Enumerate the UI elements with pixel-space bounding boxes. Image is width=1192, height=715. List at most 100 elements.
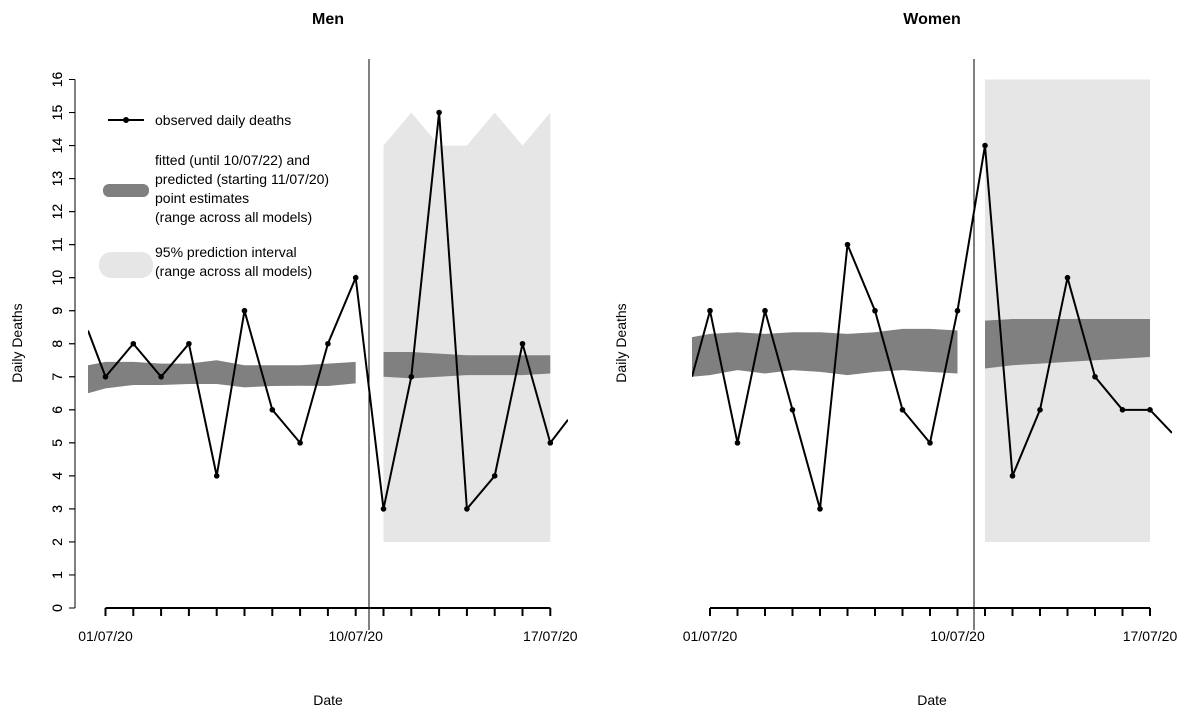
y-axis-label: Daily Deaths	[9, 303, 25, 382]
fitted-band	[692, 328, 958, 377]
prediction-interval-band	[383, 112, 551, 542]
data-point	[707, 307, 713, 314]
legend-interval-swatch	[99, 252, 153, 278]
data-point	[380, 506, 387, 512]
data-point	[102, 373, 109, 380]
y-tick-label: 1	[49, 571, 65, 579]
data-point	[519, 340, 526, 347]
chart-title: Women	[903, 11, 960, 28]
legend-fitted-label: (range across all models)	[155, 209, 312, 225]
y-axis-label: Daily Deaths	[613, 303, 629, 382]
data-point	[789, 407, 796, 413]
y-tick-label: 4	[49, 472, 65, 480]
y-tick-label: 2	[49, 538, 65, 546]
y-tick-label: 0	[49, 604, 65, 612]
data-point	[1119, 407, 1126, 413]
legend: observed daily deaths fitted (until 10/07…	[99, 112, 329, 279]
data-point	[130, 340, 137, 347]
y-tick-label: 14	[49, 138, 65, 154]
y-tick-label: 13	[49, 171, 65, 187]
data-point	[762, 307, 768, 314]
legend-fitted-label: fitted (until 10/07/22) and	[155, 152, 310, 168]
x-tick-label: 17/07/20	[523, 628, 578, 644]
plot-area	[692, 79, 1172, 542]
data-point	[844, 241, 851, 248]
data-point	[491, 473, 498, 479]
y-tick-label: 12	[49, 204, 65, 220]
y-tick-label: 13	[49, 171, 65, 187]
x-tick-label: 10/07/20	[930, 628, 985, 644]
x-tick-label: 01/07/20	[78, 628, 133, 644]
legend-interval-label: (range across all models)	[155, 263, 312, 279]
y-tick-label: 0	[49, 604, 65, 612]
data-point	[241, 307, 248, 314]
y-tick-label: 9	[49, 307, 65, 315]
data-point	[464, 506, 470, 512]
y-tick-label: 9	[49, 307, 65, 315]
y-tick-label: 10	[49, 270, 65, 286]
predicted-band	[985, 318, 1150, 369]
y-tick-label: 8	[49, 340, 65, 348]
data-point	[213, 473, 220, 479]
data-point	[817, 506, 823, 512]
data-point	[872, 307, 878, 314]
data-point	[927, 440, 933, 446]
y-tick-label: 3	[49, 505, 65, 513]
y-tick-label: 1	[49, 571, 65, 579]
predicted-band	[383, 352, 551, 379]
data-point	[899, 407, 906, 413]
legend-fitted-swatch	[103, 184, 149, 197]
y-tick-label: 2	[49, 538, 65, 546]
x-axis-label: Date	[917, 692, 947, 708]
legend-fitted-label: point estimates	[155, 190, 249, 206]
data-point	[1064, 274, 1071, 281]
data-point	[408, 373, 415, 380]
y-tick-label: 3	[49, 505, 65, 513]
y-tick-label: 8	[49, 340, 65, 348]
legend-observed-label: observed daily deaths	[155, 112, 291, 128]
y-tick-label: 10	[49, 270, 65, 286]
x-tick-label: 17/07/20	[1123, 628, 1178, 644]
y-tick-label: 12	[49, 204, 65, 220]
y-tick-label: 15	[49, 105, 65, 121]
legend-interval-label: 95% prediction interval	[155, 244, 297, 260]
x-axis-label: Date	[313, 692, 343, 708]
data-point	[734, 440, 741, 446]
data-point	[325, 340, 331, 347]
x-tick-label: 01/07/20	[683, 628, 738, 644]
data-point	[186, 340, 192, 347]
y-tick-label: 14	[49, 138, 65, 154]
y-tick-label: 11	[49, 237, 65, 252]
y-tick-label: 15	[49, 105, 65, 121]
chart-title: Men	[312, 11, 344, 28]
data-point	[436, 109, 442, 116]
y-tick-label: 5	[49, 439, 65, 447]
y-tick-label: 11	[49, 237, 65, 252]
data-point	[158, 373, 164, 380]
y-tick-label: 4	[49, 472, 65, 480]
y-tick-label: 5	[49, 439, 65, 447]
data-point	[982, 142, 988, 149]
data-point	[1147, 407, 1153, 413]
y-tick-label: 6	[49, 406, 65, 414]
y-tick-label: 16	[49, 72, 65, 88]
y-tick-label: 6	[49, 406, 65, 414]
data-point	[297, 440, 303, 446]
data-point	[547, 440, 554, 446]
legend-point-icon	[123, 117, 129, 123]
prediction-interval-band	[985, 79, 1150, 542]
data-point	[1009, 473, 1016, 479]
data-point	[269, 407, 276, 413]
legend-fitted-label: predicted (starting 11/07/20)	[155, 171, 329, 187]
y-tick-label: 16	[49, 72, 65, 88]
y-tick-label: 7	[49, 373, 65, 381]
data-point	[954, 307, 961, 314]
data-point	[1037, 407, 1043, 413]
y-tick-label: 7	[49, 373, 65, 381]
x-tick-label: 10/07/20	[328, 628, 383, 644]
data-point	[1092, 373, 1098, 380]
